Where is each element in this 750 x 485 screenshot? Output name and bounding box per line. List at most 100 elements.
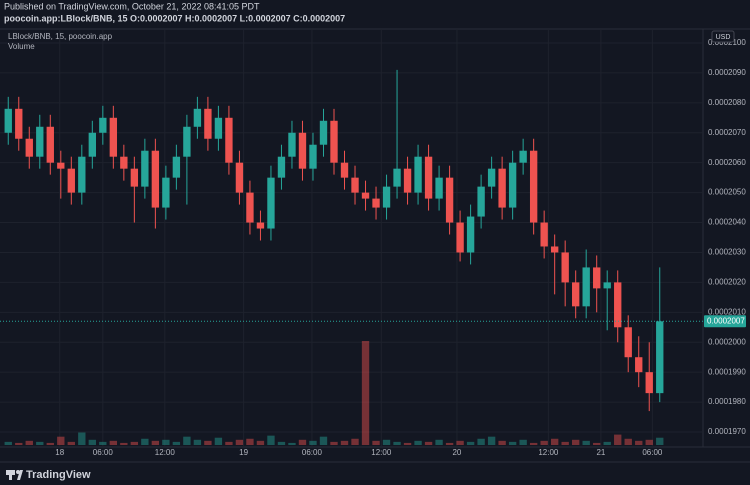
candle-body <box>477 186 485 217</box>
candle-body <box>361 192 370 199</box>
volume-bar <box>330 441 338 445</box>
x-tick-label: 06:00 <box>93 448 114 457</box>
candle-body <box>193 108 202 127</box>
volume-bar <box>309 440 317 445</box>
published-line: Published on TradingView.com, October 21… <box>4 1 260 11</box>
candle-body <box>99 117 107 133</box>
y-tick-label: 0.0002090 <box>708 68 746 77</box>
volume-bar <box>130 441 139 445</box>
candle-body <box>403 168 412 193</box>
volume-bar <box>519 439 527 445</box>
legend-volume: Volume <box>8 42 35 51</box>
volume-bar <box>477 438 485 445</box>
volume-bar <box>561 441 569 445</box>
x-tick-label: 18 <box>55 448 64 457</box>
candle-body <box>624 327 632 358</box>
candle-body <box>582 267 590 307</box>
candle-body <box>162 177 170 208</box>
candle-body <box>424 156 433 199</box>
volume-bar <box>288 442 296 445</box>
marks <box>0 69 703 445</box>
y-tick-label: 0.0002020 <box>708 278 746 287</box>
volume-bar <box>466 441 475 445</box>
candle-body <box>508 162 517 208</box>
candle-body <box>15 108 23 139</box>
volume-bar <box>487 436 496 445</box>
candle-body <box>382 186 391 208</box>
last-price-label: 0.0002007 <box>707 316 745 325</box>
y-tick-label: 0.0002040 <box>708 218 746 227</box>
volume-bar <box>382 439 391 445</box>
volume-bar <box>508 441 517 445</box>
volume-bar <box>109 440 118 445</box>
candle-body <box>67 168 75 193</box>
volume-bar <box>256 440 265 445</box>
y-tick-label: 0.0001970 <box>708 427 746 436</box>
candle-body <box>550 246 559 253</box>
volume-bar <box>183 436 191 445</box>
symbol-line: poocoin.app:LBlock/BNB, 15 O:0.0002007 H… <box>4 13 345 23</box>
volume-bar <box>25 440 33 445</box>
x-tick-label: 06:00 <box>642 448 663 457</box>
candle-body <box>288 132 296 157</box>
volume-bar <box>540 440 548 445</box>
volume-bar <box>340 440 349 445</box>
candle-body <box>614 282 622 328</box>
x-tick-label: 20 <box>452 448 461 457</box>
volume-bar <box>67 441 75 445</box>
candle-body <box>498 168 506 208</box>
currency: USD <box>716 34 731 41</box>
volume-bar <box>361 341 370 445</box>
candle-body <box>487 168 496 187</box>
volume-bar <box>246 438 254 445</box>
candle-body <box>656 321 664 394</box>
volume-bar <box>88 439 96 445</box>
volume-bar <box>351 438 359 445</box>
candle-body <box>4 108 12 133</box>
candle-body <box>309 144 317 169</box>
candle-body <box>88 132 96 157</box>
candle-body <box>172 156 181 178</box>
volume-bar <box>4 441 12 445</box>
candle-body <box>235 162 244 193</box>
candle-body <box>603 282 611 289</box>
tv-logo <box>6 470 23 480</box>
volume-bar <box>456 440 464 445</box>
volume-bar <box>225 441 233 445</box>
volume-bar <box>393 441 401 445</box>
volume-bar <box>141 438 149 445</box>
volume-bar <box>172 441 181 445</box>
labels: 0.0001970 0.0001980 0.0001990 0.0002000 0.00… <box>55 38 746 457</box>
volume-bar <box>193 439 202 445</box>
volume-bar <box>424 441 433 445</box>
candle-body <box>540 222 548 247</box>
candle-body <box>225 117 233 163</box>
volume-bar <box>15 442 23 445</box>
volume-bar <box>267 435 275 445</box>
candle-body <box>214 117 223 139</box>
x-tick-label: 12:00 <box>371 448 392 457</box>
y-tick-label: 0.0002080 <box>708 98 746 107</box>
x-tick-label: 12:00 <box>538 448 559 457</box>
volume-bar <box>498 440 506 445</box>
last-price-box <box>704 315 746 328</box>
candle-body <box>593 267 601 289</box>
candle-body <box>572 282 580 307</box>
y-tick-label: 0.0002100 <box>708 38 746 47</box>
candle-body <box>414 156 422 193</box>
y-tick-label: 0.0002070 <box>708 128 746 137</box>
candle-body <box>25 138 33 157</box>
volume-bar <box>372 440 380 445</box>
volume-bar <box>57 436 65 445</box>
y-tick-label: 0.0002010 <box>708 307 746 316</box>
volume-bar <box>435 439 443 445</box>
volume-bar <box>445 442 454 445</box>
candle-body <box>120 156 128 169</box>
volume-bar <box>593 442 601 445</box>
x-tick-label: 06:00 <box>302 448 323 457</box>
volume-bar <box>603 441 611 445</box>
candle-body <box>393 168 401 187</box>
volume-bar <box>550 438 559 445</box>
candle-body <box>109 117 118 157</box>
currency-box <box>711 30 735 43</box>
